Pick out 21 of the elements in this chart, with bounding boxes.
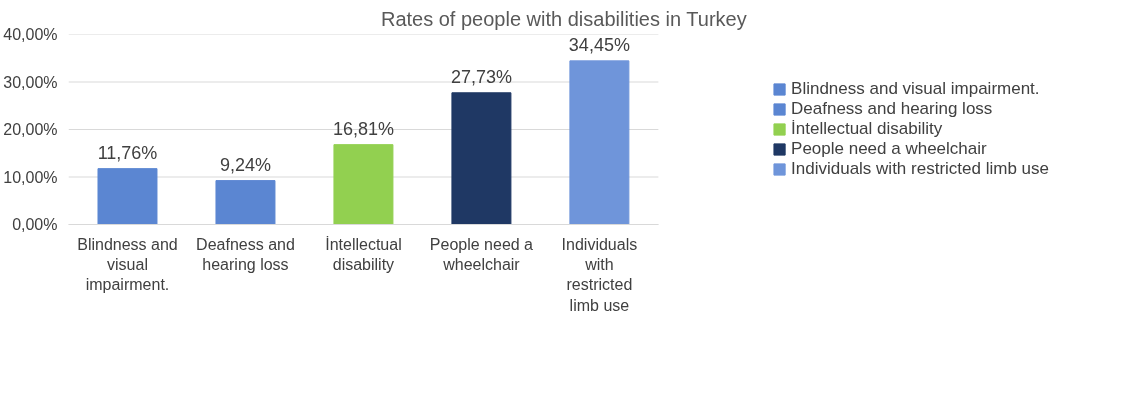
legend-label: Deafness and hearing loss bbox=[791, 99, 993, 119]
legend-label: İntellectual disability bbox=[791, 119, 943, 139]
data-label: 34,45% bbox=[568, 34, 630, 55]
y-tick-label: 10,00% bbox=[3, 168, 58, 186]
data-label: 16,81% bbox=[332, 118, 394, 139]
legend-label: People need a wheelchair bbox=[791, 139, 987, 159]
y-tick-label: 20,00% bbox=[3, 121, 58, 138]
y-tick-label: 30,00% bbox=[3, 73, 58, 91]
legend-label: Blindness and visual impairment. bbox=[791, 79, 1040, 99]
x-tick-label: Individuals with restricted limb use bbox=[561, 235, 638, 314]
x-tick-label: İntellectual disability bbox=[325, 234, 402, 273]
x-tick-label: People need a wheelchair bbox=[429, 235, 534, 273]
x-tick-label: Deafness and hearing loss bbox=[196, 235, 295, 273]
data-label: 9,24% bbox=[219, 154, 271, 175]
y-tick-label: 40,00% bbox=[3, 26, 58, 43]
data-label: 27,73% bbox=[450, 66, 512, 87]
x-tick-label: Blindness and visual impairment. bbox=[77, 235, 178, 294]
legend-label: Individuals with restricted limb use bbox=[791, 159, 1049, 179]
y-tick-label: 0,00% bbox=[12, 216, 58, 233]
data-label: 11,76% bbox=[97, 142, 158, 163]
chart-title: Rates of people with disabilities in Turkey bbox=[380, 7, 747, 30]
